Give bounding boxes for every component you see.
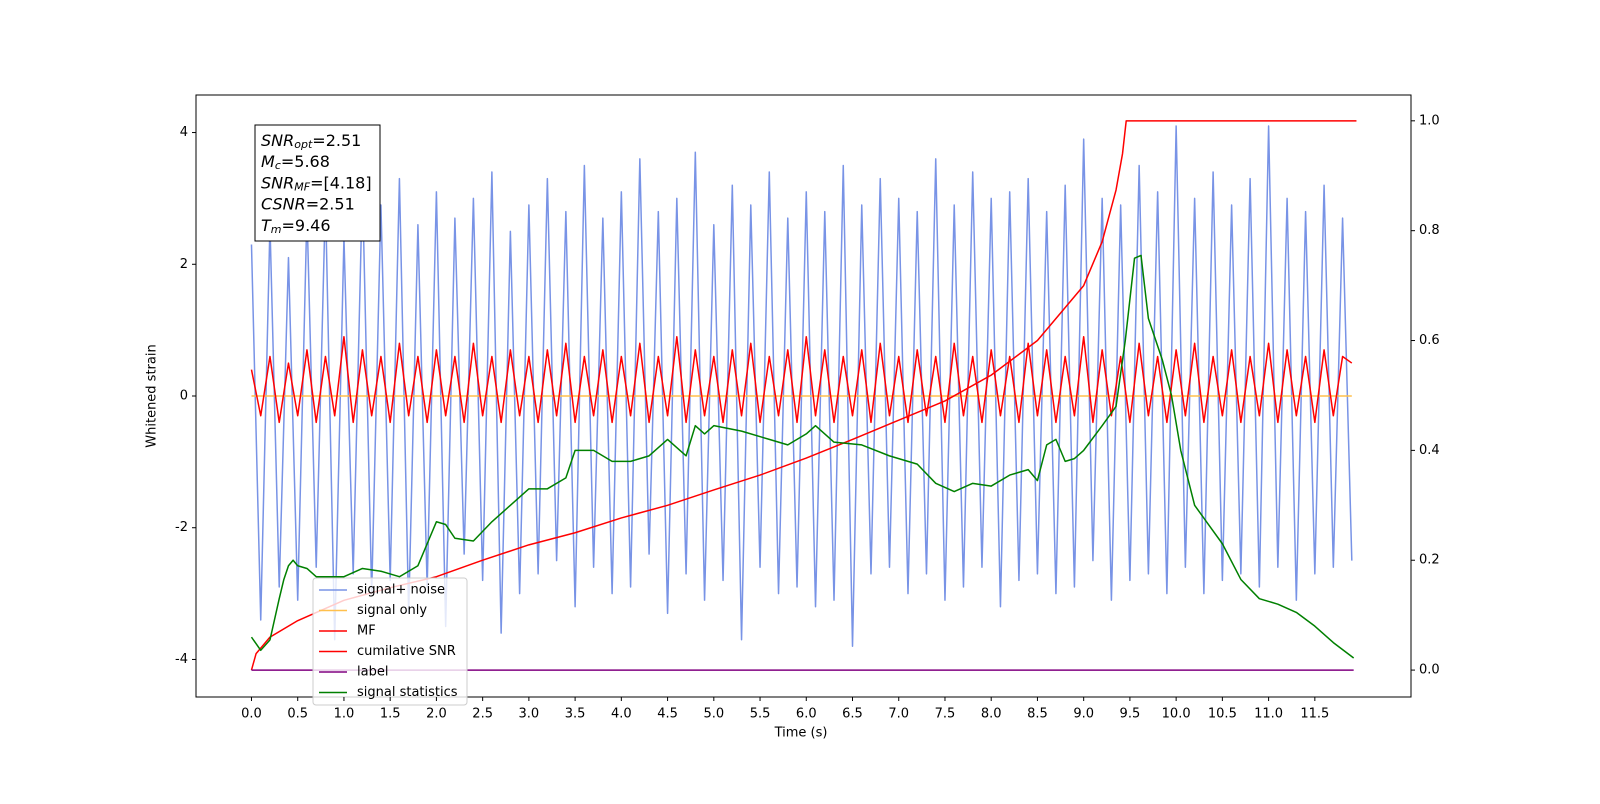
y-tick-label: 4 [180,125,188,140]
x-tick-label: 7.0 [888,707,909,722]
legend-label: MF [357,624,376,639]
annotation-value: =2.51 [312,131,361,150]
x-tick-label: 1.0 [334,707,355,722]
y2-tick-label: 0.2 [1419,553,1440,568]
x-tick-label: 1.5 [380,707,401,722]
annotation-subscript: MF [294,180,310,193]
series-line [250,125,1353,648]
legend-frame [312,577,468,706]
annotation-text: CSNR=2.51 [261,194,355,213]
series-line [250,335,1353,424]
annotation-text: Tm=9.46 [261,215,331,236]
annotation-value: =5.68 [281,152,330,171]
legend-label: signal only [357,603,427,618]
y-tick-label: 2 [180,257,188,272]
legend-label: signal statistics [357,685,458,700]
series-line [250,254,1355,659]
x-tick-label: 11.5 [1300,707,1329,722]
annotation-symbol: SNR [261,131,294,150]
x-tick-label: 3.5 [565,707,586,722]
y-tick-label: -4 [175,652,188,667]
annotation-value: =2.51 [306,194,355,213]
y-tick-label: 0 [180,389,188,404]
y2-tick-label: 0.4 [1419,443,1440,458]
y2-tick-label: 0.6 [1419,333,1440,348]
x-tick-label: 7.5 [935,707,956,722]
annotation-symbol: T [261,215,272,234]
annotation-text: SNRopt=2.51 [261,131,361,152]
y-tick-label: -2 [175,520,188,535]
y2-tick-label: 0.8 [1419,223,1440,238]
x-tick-label: 2.5 [472,707,493,722]
annotation-subscript: opt [294,138,313,151]
x-tick-label: 5.5 [750,707,771,722]
y2-tick-label: 1.0 [1419,113,1440,128]
x-tick-label: 11.0 [1254,707,1283,722]
legend: signal+ noise signal only MF cumilative SNR… [312,577,468,706]
legend-label: cumilative SNR [357,644,456,659]
annotation-box: SNRopt=2.51Mc=5.68SNRMF=[4.18]CSNR=2.51T… [254,124,381,242]
annotation-symbol: CSNR [261,194,306,213]
x-tick-label: 4.0 [611,707,632,722]
y-axis-label: Whitened strain [145,344,160,447]
x-tick-label: 10.0 [1162,707,1191,722]
x-tick-label: 4.5 [657,707,678,722]
x-tick-label: 10.5 [1208,707,1237,722]
x-tick-label: 6.0 [796,707,817,722]
annotation-subscript: c [275,159,281,172]
annotation-subscript: m [271,223,282,236]
annotation-frame [254,124,381,242]
x-tick-label: 0.5 [287,707,308,722]
x-axis-label: Time (s) [774,726,828,741]
x-tick-label: 9.5 [1120,707,1141,722]
annotation-symbol: SNR [261,173,294,192]
x-tick-label: 3.0 [519,707,540,722]
annotation-value: =[4.18] [310,173,372,192]
legend-label: label [357,665,388,680]
annotation-value: =9.46 [282,215,331,234]
annotation-text: SNRMF=[4.18] [261,173,372,194]
y2-tick-label: 0.0 [1419,663,1440,678]
annotation-symbol: M [261,152,275,171]
x-tick-label: 9.0 [1073,707,1094,722]
x-tick-label: 2.0 [426,707,447,722]
x-tick-label: 5.0 [703,707,724,722]
legend-label: signal+ noise [357,583,445,598]
x-tick-label: 0.0 [241,707,262,722]
x-tick-label: 6.5 [842,707,863,722]
x-tick-label: 8.5 [1027,707,1048,722]
annotation-text: Mc=5.68 [261,152,330,173]
x-tick-label: 8.0 [981,707,1002,722]
